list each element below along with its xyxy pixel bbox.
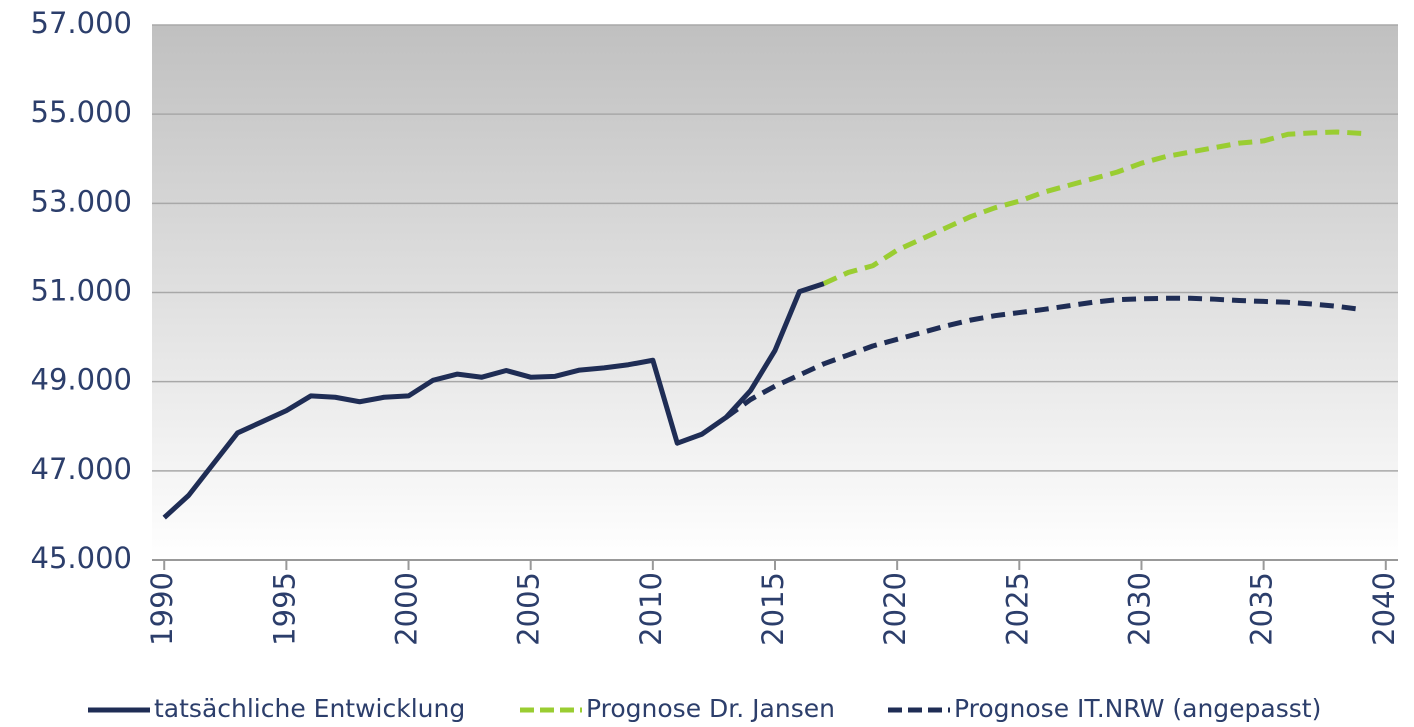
y-tick-label: 51.000 (31, 274, 132, 308)
legend-label: Prognose Dr. Jansen (586, 694, 835, 723)
x-tick-label: 1990 (145, 572, 179, 646)
x-tick-label: 2025 (1000, 572, 1034, 646)
x-tick-label: 1995 (267, 572, 301, 646)
y-tick-label: 57.000 (31, 6, 132, 40)
legend-label: Prognose IT.NRW (angepasst) (954, 694, 1321, 723)
line-series (822, 129, 1362, 286)
y-tick-label: 55.000 (31, 95, 132, 129)
y-tick-label: 49.000 (31, 363, 132, 397)
x-tick-label: 2000 (390, 572, 424, 646)
x-tick-label: 2030 (1122, 572, 1156, 646)
x-tick-label: 2040 (1367, 572, 1401, 646)
x-tick-label: 2005 (512, 572, 546, 646)
x-tick-label: 2010 (634, 572, 668, 646)
line-series (724, 295, 1362, 420)
y-tick-label: 45.000 (31, 541, 132, 575)
y-tick-label: 47.000 (31, 452, 132, 486)
legend-label: tatsächliche Entwicklung (154, 694, 465, 723)
x-tick-label: 2020 (878, 572, 912, 646)
line-series (162, 281, 825, 520)
x-tick-label: 2015 (756, 572, 790, 646)
y-tick-label: 53.000 (31, 184, 132, 218)
x-tick-label: 2035 (1245, 572, 1279, 646)
